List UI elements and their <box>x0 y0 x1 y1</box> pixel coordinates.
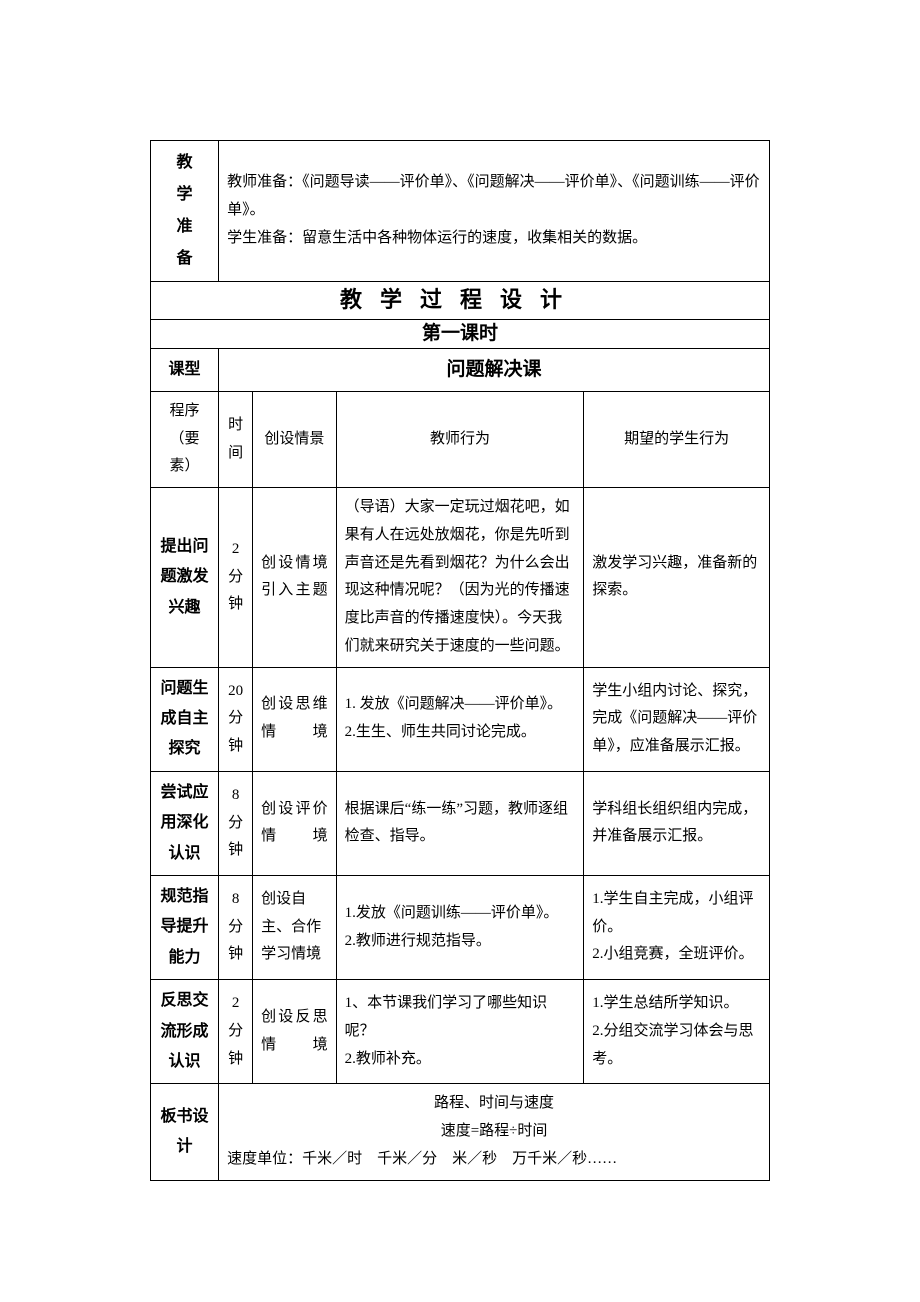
table-row: 提出问题激发兴趣 2分钟 创设情境引入主题 （导语）大家一定玩过烟花吧，如果有人… <box>151 488 770 668</box>
teacher-cell: 1. 发放《问题解决——评价单》。2.生生、师生共同讨论完成。 <box>336 667 584 771</box>
board-line-3: 速度单位：千米／时 千米／分 米／秒 万千米／秒…… <box>227 1146 761 1174</box>
col-scene: 创设情景 <box>253 391 337 487</box>
lesson-no-row: 第一课时 <box>151 319 770 349</box>
col-time: 时间 <box>219 391 253 487</box>
process-title: 教学过程设计 <box>151 282 770 320</box>
scene-cell: 创设自主、合作学习情境 <box>253 875 337 979</box>
prep-text-2: 学生准备：留意生活中各种物体运行的速度，收集相关的数据。 <box>227 225 761 253</box>
scene-cell: 创设情境引入主题 <box>253 488 337 668</box>
lesson-no: 第一课时 <box>151 319 770 349</box>
time-cell: 2分钟 <box>219 980 253 1084</box>
col-student: 期望的学生行为 <box>584 391 770 487</box>
board-content: 路程、时间与速度 速度=路程÷时间 速度单位：千米／时 千米／分 米／秒 万千米… <box>219 1084 770 1180</box>
scene-cell: 创设评价情境 <box>253 771 337 875</box>
time-cell: 8分钟 <box>219 875 253 979</box>
student-cell: 1.学生自主完成，小组评价。2.小组竞赛，全班评价。 <box>584 875 770 979</box>
board-row: 板书设计 路程、时间与速度 速度=路程÷时间 速度单位：千米／时 千米／分 米／… <box>151 1084 770 1180</box>
student-cell: 1.学生总结所学知识。2.分组交流学习体会与思考。 <box>584 980 770 1084</box>
board-line-2: 速度=路程÷时间 <box>227 1118 761 1146</box>
lesson-type-row: 课型 问题解决课 <box>151 349 770 392</box>
stage-cell: 规范指导提升能力 <box>151 875 219 979</box>
table-row: 反思交流形成认识 2分钟 创设反思情境 1、本节课我们学习了哪些知识呢？2.教师… <box>151 980 770 1084</box>
student-cell: 学科组长组织组内完成，并准备展示汇报。 <box>584 771 770 875</box>
board-label: 板书设计 <box>151 1084 219 1180</box>
time-cell: 20分钟 <box>219 667 253 771</box>
teacher-cell: 1、本节课我们学习了哪些知识呢？2.教师补充。 <box>336 980 584 1084</box>
teacher-cell: 根据课后“练一练”习题，教师逐组检查、指导。 <box>336 771 584 875</box>
teacher-cell: （导语）大家一定玩过烟花吧，如果有人在远处放烟花，你是先听到声音还是先看到烟花？… <box>336 488 584 668</box>
stage-cell: 反思交流形成认识 <box>151 980 219 1084</box>
lesson-type-value: 问题解决课 <box>219 349 770 392</box>
prep-text-1: 教师准备：《问题导读——评价单》、《问题解决——评价单》、《问题训练——评价单》… <box>227 169 761 225</box>
lesson-plan-table: 教学准备 教师准备：《问题导读——评价单》、《问题解决——评价单》、《问题训练—… <box>150 140 770 1181</box>
col-stage: 程序（要素） <box>151 391 219 487</box>
student-cell: 激发学习兴趣，准备新的探索。 <box>584 488 770 668</box>
lesson-type-label: 课型 <box>151 349 219 392</box>
prep-content: 教师准备：《问题导读——评价单》、《问题解决——评价单》、《问题训练——评价单》… <box>219 141 770 282</box>
prep-label-text: 教学准备 <box>159 147 210 275</box>
prep-row: 教学准备 教师准备：《问题导读——评价单》、《问题解决——评价单》、《问题训练—… <box>151 141 770 282</box>
stage-cell: 提出问题激发兴趣 <box>151 488 219 668</box>
time-cell: 8分钟 <box>219 771 253 875</box>
scene-cell: 创设反思情境 <box>253 980 337 1084</box>
table-row: 尝试应用深化认识 8分钟 创设评价情境 根据课后“练一练”习题，教师逐组检查、指… <box>151 771 770 875</box>
stage-cell: 问题生成自主探究 <box>151 667 219 771</box>
teacher-cell: 1.发放《问题训练——评价单》。2.教师进行规范指导。 <box>336 875 584 979</box>
table-row: 问题生成自主探究 20分钟 创设思维情境 1. 发放《问题解决——评价单》。2.… <box>151 667 770 771</box>
prep-label: 教学准备 <box>151 141 219 282</box>
time-cell: 2分钟 <box>219 488 253 668</box>
stage-cell: 尝试应用深化认识 <box>151 771 219 875</box>
col-teacher: 教师行为 <box>336 391 584 487</box>
process-title-row: 教学过程设计 <box>151 282 770 320</box>
student-cell: 学生小组内讨论、探究，完成《问题解决——评价单》，应准备展示汇报。 <box>584 667 770 771</box>
column-header-row: 程序（要素） 时间 创设情景 教师行为 期望的学生行为 <box>151 391 770 487</box>
scene-cell: 创设思维情境 <box>253 667 337 771</box>
table-row: 规范指导提升能力 8分钟 创设自主、合作学习情境 1.发放《问题训练——评价单》… <box>151 875 770 979</box>
board-line-1: 路程、时间与速度 <box>227 1090 761 1118</box>
